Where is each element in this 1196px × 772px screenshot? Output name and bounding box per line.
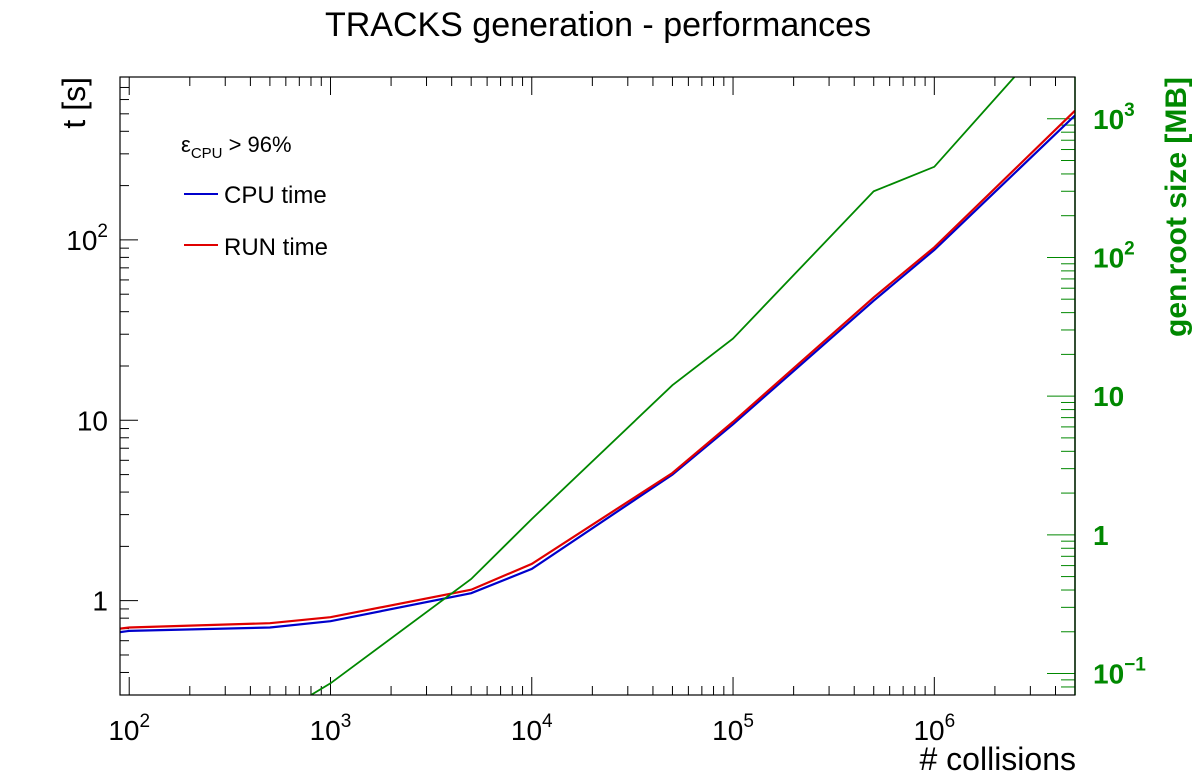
y-axis-label: t [s]: [56, 77, 92, 129]
legend-header: εCPU > 96%: [181, 132, 292, 162]
y-tick-label: 102: [66, 221, 108, 256]
x-tick-label: 103: [310, 711, 352, 746]
series-layer: [120, 77, 1075, 695]
legend-run-label: RUN time: [224, 234, 328, 261]
legend-header-symbol: ε: [181, 132, 191, 157]
series-line-run-time: [120, 109, 1075, 630]
y2-tick-label: 103: [1093, 100, 1135, 135]
chart-title: TRACKS generation - performances: [325, 6, 871, 44]
series-line-file-size: [310, 77, 1016, 695]
y2-tick-label: 102: [1093, 238, 1135, 273]
series-line-cpu-time: [120, 114, 1075, 634]
legend: εCPU > 96% CPU time RUN time: [181, 132, 328, 261]
y2-axis-label: gen.root size [MB]: [1160, 77, 1193, 337]
x-tick-label: 106: [913, 711, 955, 746]
legend-header-rest: > 96%: [222, 132, 291, 157]
legend-cpu-label: CPU time: [224, 182, 327, 209]
legend-header-sub: CPU: [191, 145, 223, 162]
y2-tick-label: 10: [1093, 381, 1124, 412]
y2-tick-label: 1: [1093, 520, 1109, 551]
axes-layer: 102 103 104 105 106 1 10 102 10−1 1 10 102 103: [66, 76, 1146, 746]
x-tick-label: 104: [511, 711, 553, 746]
y2-tick-label: 10−1: [1093, 655, 1146, 690]
y-tick-label: 1: [92, 586, 108, 617]
x-tick-label: 105: [712, 711, 754, 746]
y-tick-label: 10: [77, 405, 108, 436]
x-tick-label: 102: [108, 711, 150, 746]
x-axis-label: # collisions: [919, 741, 1076, 772]
plot-frame: [119, 76, 1076, 696]
